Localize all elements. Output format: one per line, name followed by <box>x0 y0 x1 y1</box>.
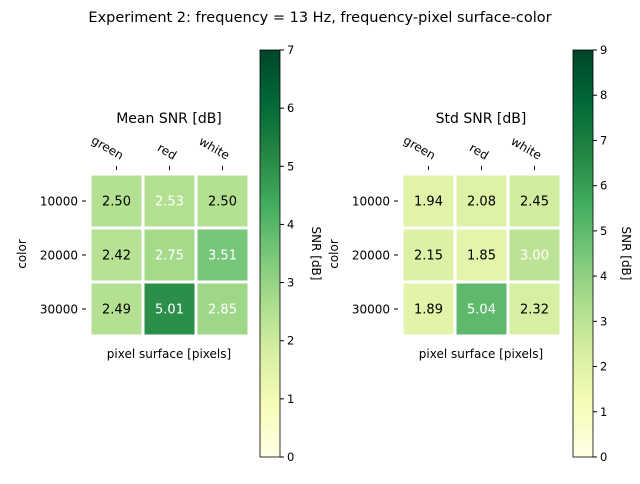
x-tick-label: white <box>509 134 544 163</box>
colorbar-tick-label: 2 <box>287 334 294 348</box>
x-tick-label: white <box>197 134 232 163</box>
x-axis-label: pixel surface [pixels] <box>107 347 231 361</box>
colorbar-tick-label: 3 <box>287 276 294 290</box>
colorbar-tick-label: 8 <box>600 88 607 102</box>
cell-value-label: 2.08 <box>467 195 496 210</box>
heatmap-cell <box>141 280 198 338</box>
y-tick-label: 30000 <box>352 303 390 317</box>
heatmap-cell <box>453 226 510 284</box>
cell-value-label: 2.85 <box>208 303 237 318</box>
x-tick-label: green <box>401 133 438 162</box>
colorbar-tick-label: 7 <box>600 133 607 147</box>
y-tick-label: 10000 <box>352 195 390 209</box>
heatmap-cells: 1.94 2.08 2.45 2.15 1.85 3.00 1.89 5.04 2.32 <box>400 172 563 338</box>
colorbar-tick-label: 5 <box>600 224 607 238</box>
cell-value-label: 5.04 <box>467 303 496 318</box>
colorbar-tick-label: 7 <box>287 43 294 57</box>
y-tick-label: 20000 <box>352 249 390 263</box>
colorbar: 0 1 2 3 4 5 6 7 8 9 SNR [dB] <box>572 43 633 464</box>
colorbar-tick-label: 4 <box>287 217 294 231</box>
colorbar-tick-label: 1 <box>287 392 294 406</box>
cell-value-label: 2.49 <box>102 303 131 318</box>
colorbar-gradient <box>259 49 281 458</box>
y-axis-label: color <box>327 239 341 269</box>
colorbar-label: SNR [dB] <box>619 227 633 281</box>
y-axis-label: color <box>15 239 29 269</box>
colorbar-tick-label: 3 <box>600 314 607 328</box>
heatmap-cell <box>400 280 457 338</box>
x-tick-label: red <box>467 141 491 163</box>
cell-value-label: 2.53 <box>155 195 184 210</box>
heatmap-cell <box>453 280 510 338</box>
colorbar-tick-label: 9 <box>600 43 607 57</box>
heatmap-panel-mean: Mean SNR [dB] color pixel surface [pixel… <box>15 43 323 464</box>
cell-value-label: 2.42 <box>102 249 131 264</box>
heatmap-cell <box>88 280 145 338</box>
colorbar-tick-label: 2 <box>600 360 607 374</box>
colorbar-tick-label: 4 <box>600 269 607 283</box>
cell-value-label: 5.01 <box>155 303 184 318</box>
cell-value-label: 3.51 <box>208 249 237 264</box>
x-tick-label: red <box>155 141 179 163</box>
heatmap-cell <box>194 280 251 338</box>
x-tick-label: green <box>89 133 126 162</box>
heatmap-cell <box>506 280 563 338</box>
panel-title: Mean SNR [dB] <box>116 111 222 127</box>
cell-value-label: 1.85 <box>467 249 496 264</box>
colorbar-tick-label: 6 <box>287 101 294 115</box>
x-axis-label: pixel surface [pixels] <box>419 347 543 361</box>
heatmap-cell <box>194 226 251 284</box>
colorbar-tick-label: 6 <box>600 179 607 193</box>
colorbar-tick-label: 1 <box>600 405 607 419</box>
heatmap-cells: 2.50 2.53 2.50 2.42 2.75 3.51 2.49 5.01 2.85 <box>88 172 251 338</box>
cell-value-label: 3.00 <box>520 249 549 264</box>
heatmap-cell <box>506 172 563 230</box>
y-tick-label: 10000 <box>40 195 78 209</box>
cell-value-label: 2.45 <box>520 195 549 210</box>
colorbar-tick-label: 0 <box>600 450 607 464</box>
cell-value-label: 2.75 <box>155 249 184 264</box>
colorbar-tick-label: 0 <box>287 450 294 464</box>
cell-value-label: 1.94 <box>414 195 443 210</box>
cell-value-label: 2.32 <box>520 303 549 318</box>
heatmap-cell <box>506 226 563 284</box>
heatmap-cell <box>453 172 510 230</box>
y-tick-label: 20000 <box>40 249 78 263</box>
cell-value-label: 2.50 <box>208 195 237 210</box>
panel-title: Std SNR [dB] <box>436 111 527 127</box>
colorbar: 0 1 2 3 4 5 6 7 SNR [dB] <box>259 43 323 464</box>
cell-value-label: 1.89 <box>414 303 443 318</box>
y-tick-label: 30000 <box>40 303 78 317</box>
colorbar-gradient <box>572 49 594 458</box>
cell-value-label: 2.50 <box>102 195 131 210</box>
cell-value-label: 2.15 <box>414 249 443 264</box>
figure-suptitle: Experiment 2: frequency = 13 Hz, frequen… <box>88 10 551 26</box>
heatmap-panel-std: Std SNR [dB] color pixel surface [pixels… <box>327 43 633 464</box>
colorbar-label: SNR [dB] <box>309 227 323 281</box>
colorbar-tick-label: 5 <box>287 159 294 173</box>
